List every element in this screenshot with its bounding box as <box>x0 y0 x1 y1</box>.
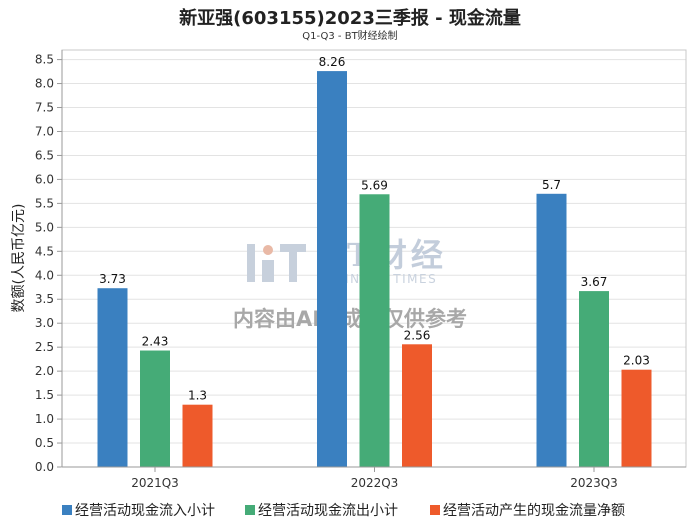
bt-logo-icon-top <box>280 244 306 252</box>
y-tick-label: 0.0 <box>35 460 54 474</box>
x-tick-label: 2021Q3 <box>131 476 179 490</box>
bars <box>97 71 652 468</box>
bt-logo-icon <box>247 244 306 282</box>
bar-3-2023Q3 <box>621 369 652 467</box>
data-labels: 3.73 2.43 1.3 8.26 5.69 2.56 5.7 3.67 2.03 <box>99 55 650 403</box>
y-tick-label: 1.5 <box>35 388 54 402</box>
y-tick-label: 2.5 <box>35 340 54 354</box>
data-label: 2.56 <box>404 328 431 342</box>
y-tick-label: 3.0 <box>35 316 54 330</box>
bar-1-2022Q3 <box>317 71 347 467</box>
y-tick-label: 6.5 <box>35 148 54 162</box>
y-tick-label: 2.0 <box>35 364 54 378</box>
legend-label-2: 经营活动现金流出小计 <box>258 503 398 519</box>
y-axis-title: 数额(人民币亿元) <box>11 204 27 313</box>
y-tick-label: 5.5 <box>35 196 54 210</box>
chart-title: 新亚强(603155)2023三季报 - 现金流量 <box>179 7 521 29</box>
legend-label-3: 经营活动产生的现金流量净额 <box>443 503 625 519</box>
data-label: 3.67 <box>581 275 608 289</box>
y-tick-label: 6.0 <box>35 172 54 186</box>
bt-logo-icon-block <box>262 260 274 282</box>
bar-1-2023Q3 <box>536 193 567 468</box>
chart-subtitle: Q1-Q3 - BT财经绘制 <box>302 29 397 42</box>
y-tick-label: 5.0 <box>35 220 54 234</box>
data-label: 5.69 <box>361 178 388 192</box>
bt-logo-icon-dot <box>263 245 273 255</box>
bar-3-2021Q3 <box>182 404 213 467</box>
legend-swatch-3 <box>430 505 440 515</box>
bar-2-2023Q3 <box>579 291 609 467</box>
legend-swatch-1 <box>62 505 72 515</box>
y-tick-label: 8.0 <box>35 77 54 91</box>
y-tick-label: 4.5 <box>35 244 54 258</box>
bt-logo-icon-stem <box>289 252 297 282</box>
y-tick-label: 4.0 <box>35 268 54 282</box>
bar-3-2022Q3 <box>402 344 432 467</box>
bt-logo-icon-bar <box>247 244 255 282</box>
y-tick-label: 7.0 <box>35 124 54 138</box>
legend: 经营活动现金流入小计 经营活动现金流出小计 经营活动产生的现金流量净额 <box>62 503 625 519</box>
bar-2-2022Q3 <box>359 194 390 468</box>
y-tick-label: 1.0 <box>35 412 54 426</box>
y-tick-label: 8.5 <box>35 53 54 67</box>
data-label: 8.26 <box>319 55 346 69</box>
watermark-notice: 内容由AI生成，仅供参考 <box>233 307 467 331</box>
bar-2-2021Q3 <box>140 350 170 467</box>
axes: 0.0 0.5 1.0 1.5 2.0 2.5 3.0 3.5 4.0 4.5 5.0 5.5 6.0 6… <box>35 49 687 490</box>
y-tick-label: 7.5 <box>35 101 54 115</box>
bar-1-2021Q3 <box>97 288 128 467</box>
x-tick-label: 2022Q3 <box>351 476 399 490</box>
data-label: 5.7 <box>542 178 561 192</box>
data-label: 2.43 <box>142 335 169 349</box>
legend-swatch-2 <box>245 505 255 515</box>
data-label: 1.3 <box>188 389 207 403</box>
legend-label-1: 经营活动现金流入小计 <box>75 503 215 519</box>
x-tick-label: 2023Q3 <box>570 476 618 490</box>
y-tick-label: 0.5 <box>35 436 54 450</box>
y-tick-label: 3.5 <box>35 292 54 306</box>
data-label: 3.73 <box>99 272 126 286</box>
data-label: 2.03 <box>623 354 650 368</box>
